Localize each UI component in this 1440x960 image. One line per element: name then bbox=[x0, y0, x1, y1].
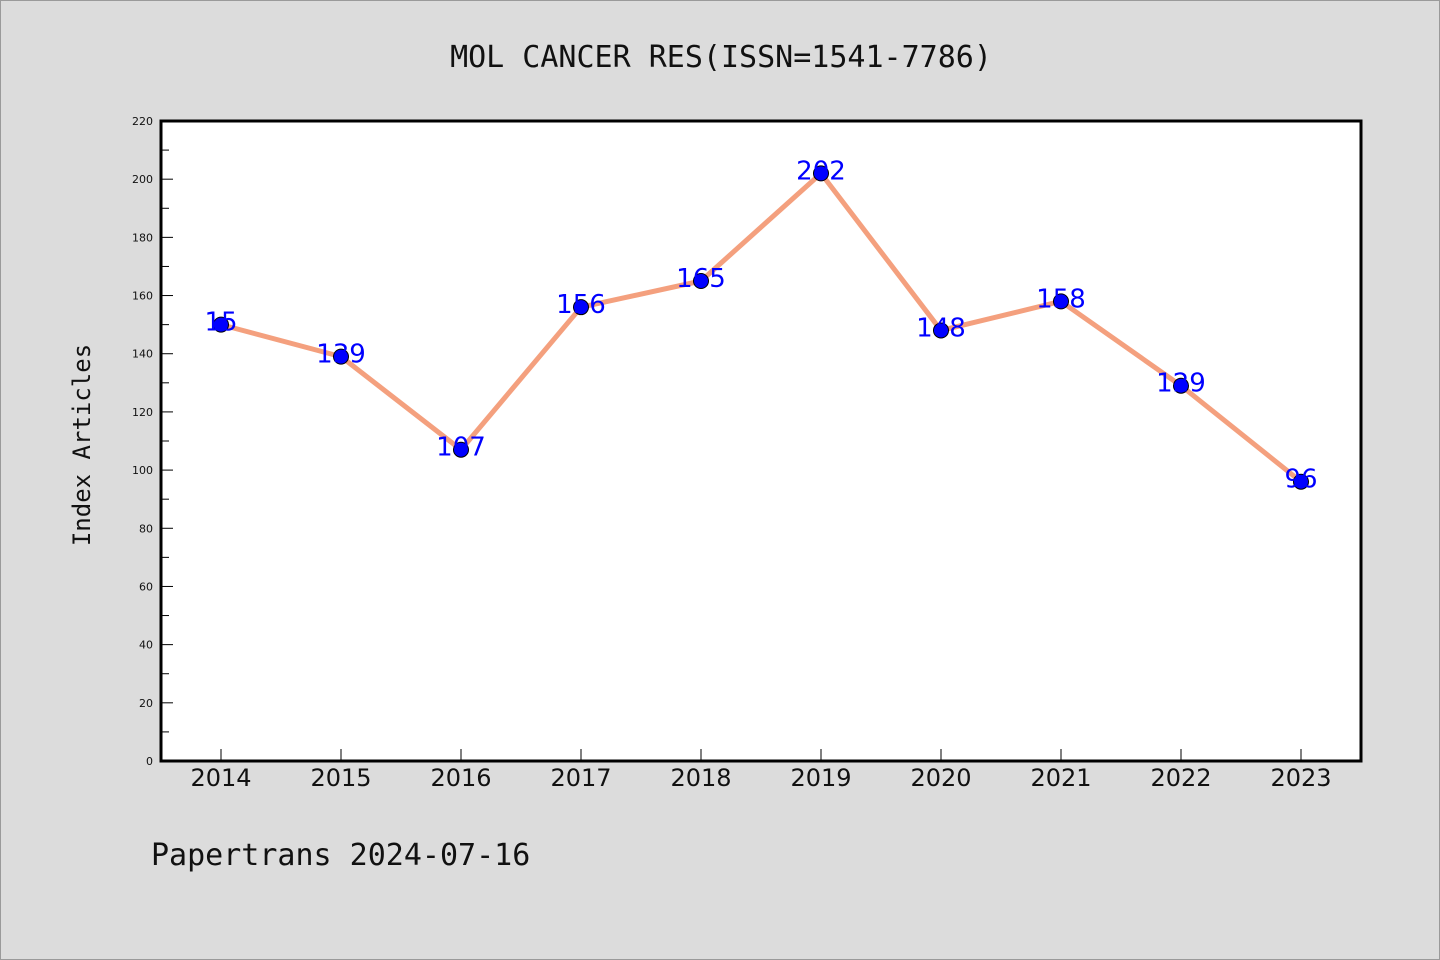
y-tick-label: 140 bbox=[132, 348, 153, 361]
data-label-2017: 156 bbox=[556, 290, 606, 320]
y-tick-label: 20 bbox=[139, 697, 153, 710]
y-tick-label: 160 bbox=[132, 290, 153, 303]
data-label-2018: 165 bbox=[676, 264, 726, 294]
x-axis-ticks: 2014 2015 2016 2017 2018 2019 2020 2021 2022 2023 bbox=[190, 749, 1332, 792]
data-label-2015: 139 bbox=[316, 340, 366, 370]
y-axis-label: Index Articles bbox=[68, 344, 96, 546]
data-point-2018 bbox=[693, 273, 709, 289]
data-point-2019 bbox=[813, 165, 829, 182]
data-point-2022 bbox=[1173, 377, 1189, 394]
data-labels: 15 139 107 156 165 202 148 158 129 96 bbox=[204, 156, 1317, 494]
y-tick-label: 180 bbox=[132, 231, 153, 244]
y-tick-label: 200 bbox=[132, 173, 153, 186]
x-tick-label: 2022 bbox=[1150, 764, 1211, 792]
plot-frame bbox=[159, 119, 1363, 763]
x-tick-label: 2023 bbox=[1270, 764, 1331, 792]
data-point-2021 bbox=[1053, 293, 1069, 310]
data-label-2019: 202 bbox=[796, 156, 846, 186]
data-label-2014: 15 bbox=[204, 308, 237, 338]
data-label-2020: 148 bbox=[916, 313, 966, 343]
x-tick-label: 2021 bbox=[1030, 764, 1091, 792]
data-point-2016 bbox=[453, 441, 469, 458]
x-tick-label: 2018 bbox=[670, 764, 731, 792]
plot-area bbox=[161, 121, 1361, 761]
y-tick-label: 60 bbox=[139, 580, 153, 593]
y-tick-label: 220 bbox=[132, 115, 153, 128]
x-tick-label: 2020 bbox=[910, 764, 971, 792]
data-point-2023 bbox=[1293, 473, 1309, 490]
x-tick-label: 2017 bbox=[550, 764, 611, 792]
x-tick-label: 2019 bbox=[790, 764, 851, 792]
chart-title: MOL CANCER RES(ISSN=1541-7786) bbox=[450, 40, 992, 75]
x-tick-label: 2016 bbox=[430, 764, 491, 792]
data-point-2015 bbox=[333, 348, 349, 365]
data-point-2017 bbox=[573, 299, 589, 316]
y-tick-label: 80 bbox=[139, 522, 153, 535]
x-tick-label: 2014 bbox=[190, 764, 251, 792]
data-label-2023: 96 bbox=[1284, 465, 1317, 495]
data-point-2014 bbox=[213, 316, 229, 333]
data-label-2016: 107 bbox=[436, 433, 486, 463]
data-markers bbox=[213, 165, 1309, 490]
y-tick-label: 120 bbox=[132, 406, 153, 419]
y-tick-label: 40 bbox=[139, 639, 153, 652]
data-point-2020 bbox=[933, 322, 949, 339]
series-polyline bbox=[218, 170, 1304, 485]
data-label-2021: 158 bbox=[1036, 284, 1086, 314]
x-tick-label: 2015 bbox=[310, 764, 371, 792]
footer-text: Papertrans 2024-07-16 bbox=[151, 838, 530, 873]
y-tick-label: 0 bbox=[146, 755, 153, 768]
y-tick-label: 100 bbox=[132, 464, 153, 477]
series-line bbox=[218, 170, 1304, 485]
data-label-2022: 129 bbox=[1156, 369, 1206, 399]
